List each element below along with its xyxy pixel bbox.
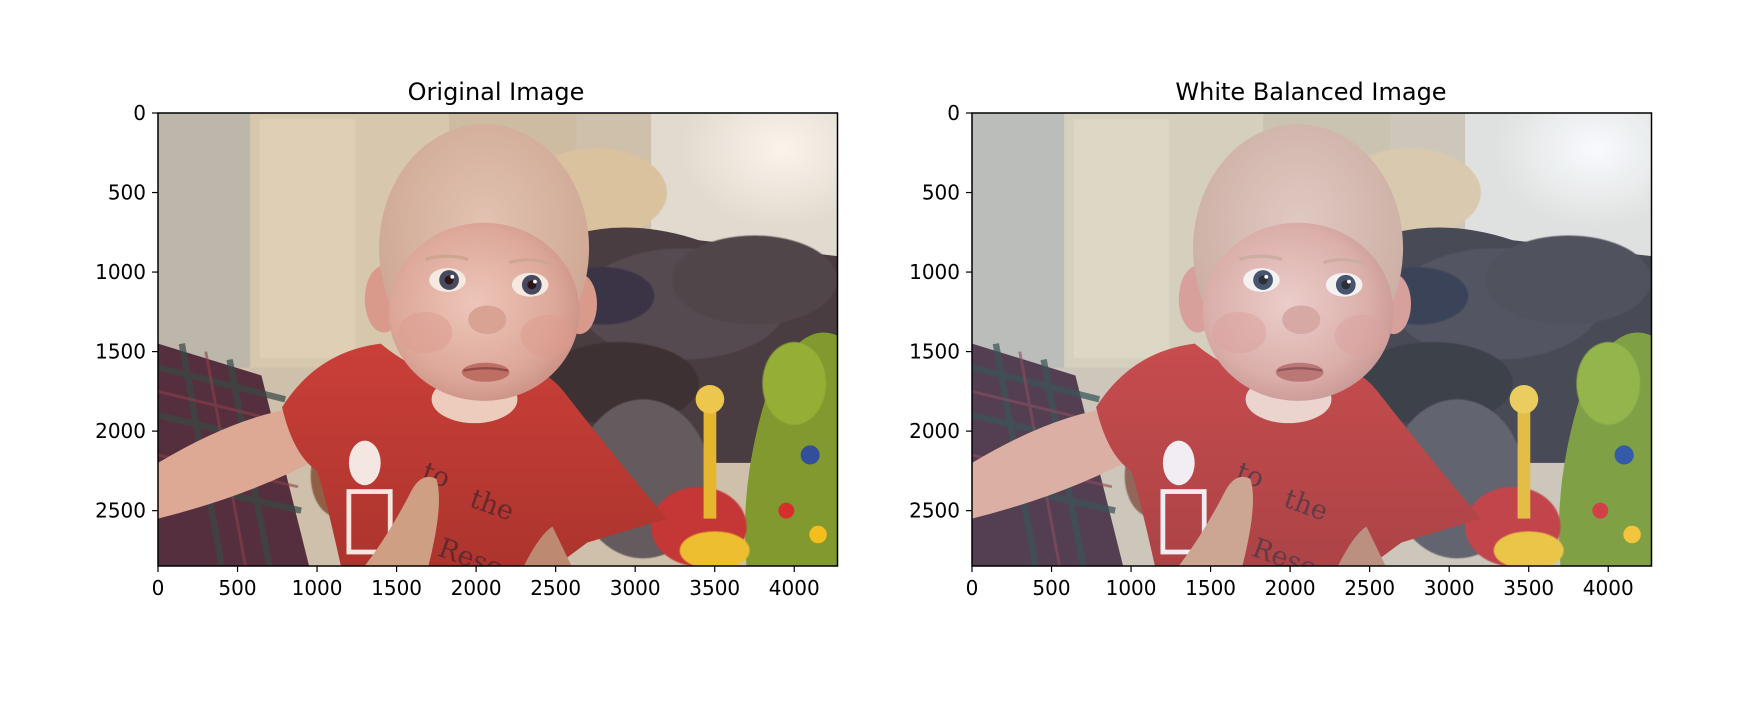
x-tick-label: 3000: [610, 576, 661, 600]
x-tick-label: 2000: [451, 576, 502, 600]
x-tick-label: 2000: [1265, 576, 1316, 600]
panel-white-balanced: White Balanced Image 0 500 1000 1500 2000 250…: [909, 78, 1653, 600]
image-white-balanced: [972, 113, 1652, 584]
x-tick-label: 3500: [1503, 576, 1554, 600]
y-tick-label: 2000: [909, 419, 960, 443]
y-tick-label: 2500: [95, 499, 146, 523]
axes-frame-original: [157, 112, 839, 567]
x-tick-label: 2500: [1344, 576, 1395, 600]
x-tick-label: 500: [1032, 576, 1070, 600]
x-tick-label: 3500: [689, 576, 740, 600]
y-tick-label: 500: [922, 181, 960, 205]
y-tick-label: 2000: [95, 419, 146, 443]
y-tick-label: 500: [108, 181, 146, 205]
panel-title-original: Original Image: [408, 78, 585, 106]
x-tick-label: 0: [966, 576, 979, 600]
y-tick-label: 1000: [909, 260, 960, 284]
y-tick-label: 1500: [95, 340, 146, 364]
y-tick-label: 0: [133, 101, 146, 125]
y-tick-label: 2500: [909, 499, 960, 523]
x-tick-label: 500: [218, 576, 256, 600]
ticks-original: 0 500 1000 1500 2000 2500 3000 3500 4000 0 500 1000…: [95, 101, 820, 600]
x-tick-label: 4000: [1583, 576, 1634, 600]
x-tick-label: 4000: [769, 576, 820, 600]
x-tick-label: 1500: [1185, 576, 1236, 600]
panel-title-white-balanced: White Balanced Image: [1175, 78, 1446, 106]
x-tick-label: 1000: [292, 576, 343, 600]
panel-original: Original Image 0 500 1000 1500 2000 2500 3000 3…: [95, 78, 839, 600]
x-tick-label: 1500: [371, 576, 422, 600]
axes-frame-white-balanced: [971, 112, 1653, 567]
y-tick-label: 1000: [95, 260, 146, 284]
x-tick-label: 2500: [530, 576, 581, 600]
x-tick-label: 3000: [1424, 576, 1475, 600]
x-tick-label: 0: [152, 576, 165, 600]
image-original: [158, 113, 838, 584]
x-tick-label: 1000: [1106, 576, 1157, 600]
y-tick-label: 0: [947, 101, 960, 125]
y-tick-label: 1500: [909, 340, 960, 364]
ticks-white-balanced: 0 500 1000 1500 2000 2500 3000 3500 4000 0 500 1000…: [909, 101, 1634, 600]
